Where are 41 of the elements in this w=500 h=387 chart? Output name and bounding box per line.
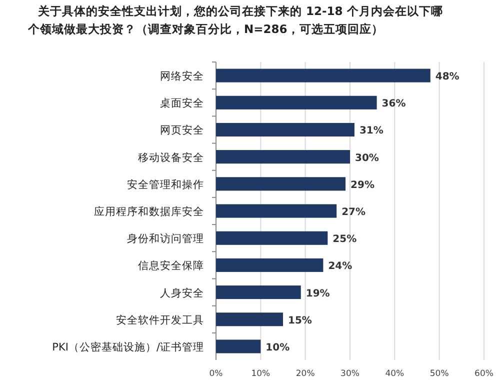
bar (216, 204, 337, 218)
bar (216, 122, 354, 136)
bar (216, 258, 324, 272)
y-tick-label: 应用程序和数据库安全 (94, 205, 204, 218)
data-label: 29% (350, 180, 374, 191)
data-label: 30% (355, 152, 379, 164)
data-label: 48% (435, 72, 460, 83)
bar (216, 177, 346, 191)
data-label: 27% (342, 207, 366, 218)
y-tick-label: 信息安全保障 (138, 259, 204, 272)
x-tick-label: 0% (209, 369, 223, 379)
data-label: 10% (266, 342, 290, 354)
chart-title: 关于具体的安全性支出计划，您的公司在接下来的 12-18 个月内会在以下哪个领域做最大投资？（调查对象百分比，N=286，可选五项回应） (28, 3, 444, 38)
data-label: 36% (382, 98, 406, 110)
y-tick-label: 桌面安全 (160, 96, 204, 110)
bar (216, 231, 328, 245)
y-tick-label: 身份和访问管理 (127, 232, 204, 246)
bar (216, 312, 283, 326)
bar (216, 286, 301, 300)
x-tick-label: 20% (296, 369, 315, 379)
x-tick-label: 60% (474, 369, 494, 379)
x-tick-label: 30% (340, 369, 360, 379)
x-tick-label: 10% (251, 369, 270, 379)
data-label: 15% (288, 315, 312, 326)
data-label: 25% (332, 234, 357, 246)
y-tick-label: 网页安全 (160, 124, 204, 137)
x-tick-label: 50% (430, 369, 449, 379)
bar (216, 150, 350, 164)
bar (216, 68, 430, 82)
data-label: 31% (359, 126, 384, 137)
y-tick-label: 安全管理和操作 (127, 178, 204, 191)
y-tick-label: 人身安全 (160, 286, 204, 300)
x-tick-label: 40% (385, 369, 404, 379)
bar (216, 340, 261, 354)
y-tick-label: 安全软件开发工具 (116, 313, 204, 326)
data-label: 19% (306, 288, 330, 300)
data-label: 24% (328, 261, 352, 272)
bar (216, 96, 377, 110)
y-tick-label: 移动设备安全 (138, 150, 204, 164)
y-tick-label: PKI（公密基础设施）/证书管理 (52, 340, 204, 354)
y-tick-label: 网络安全 (160, 70, 204, 83)
